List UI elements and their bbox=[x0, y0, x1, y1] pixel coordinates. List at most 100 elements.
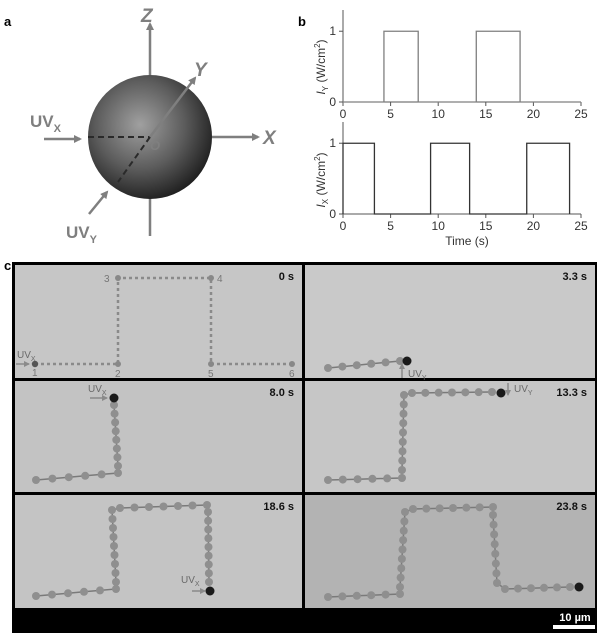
bead bbox=[96, 586, 104, 595]
bead bbox=[204, 525, 213, 534]
x-tick-label: 0 bbox=[340, 219, 347, 233]
bead bbox=[501, 585, 509, 593]
waypoint-label: 2 bbox=[115, 369, 121, 380]
bead-link bbox=[327, 391, 493, 481]
bead bbox=[64, 473, 73, 482]
bead bbox=[553, 583, 561, 592]
bead bbox=[48, 474, 57, 483]
bead bbox=[421, 388, 430, 397]
planned-path: 1 2 3 4 5 6 UVX bbox=[16, 274, 295, 380]
bead bbox=[204, 551, 213, 560]
bead bbox=[489, 503, 497, 511]
bead bbox=[381, 590, 390, 599]
y-tick-label: 1 bbox=[329, 136, 336, 150]
bead bbox=[324, 476, 332, 484]
frame-3-3s bbox=[305, 265, 595, 378]
bead-trail bbox=[324, 388, 506, 484]
frame-time-label: 8.0 s bbox=[270, 387, 294, 399]
bead bbox=[174, 502, 182, 510]
particle bbox=[205, 586, 215, 596]
bead bbox=[159, 502, 168, 511]
bead bbox=[114, 462, 122, 470]
panel-b: b 0 5 10 15 20 25 0 1 IY (W/cm2) 0 5 10 15 20 25 0 1 I… bbox=[298, 10, 588, 248]
bead bbox=[110, 542, 118, 550]
bead bbox=[409, 505, 417, 513]
bead bbox=[205, 578, 213, 586]
bead bbox=[398, 437, 407, 446]
bead bbox=[367, 591, 376, 600]
bead bbox=[109, 524, 117, 532]
bead bbox=[490, 540, 499, 549]
bead bbox=[488, 388, 496, 396]
bead bbox=[338, 475, 347, 484]
bead bbox=[566, 583, 574, 591]
frame-time-label: 23.8 s bbox=[556, 501, 587, 513]
bead bbox=[398, 466, 406, 474]
x-tick-label: 10 bbox=[432, 107, 446, 121]
bead bbox=[338, 592, 347, 601]
panel-label-c: c bbox=[4, 258, 11, 273]
bead bbox=[383, 474, 392, 483]
bead bbox=[381, 358, 390, 367]
panel-c: c 0 s 3.3 s 8.0 s 13.3 s 18.6 s 23.8 s 1… bbox=[4, 258, 597, 633]
bead-trail bbox=[324, 503, 584, 601]
x-axis-label: X bbox=[262, 128, 277, 149]
uv-label: UVX bbox=[17, 350, 36, 363]
uv-label: UVY bbox=[514, 384, 533, 397]
frame-time-label: 13.3 s bbox=[556, 387, 587, 399]
bead bbox=[111, 418, 120, 427]
frame-18-6s bbox=[15, 495, 302, 608]
bead bbox=[435, 504, 444, 513]
uv-label: UVY bbox=[408, 369, 427, 382]
bead bbox=[396, 590, 404, 598]
bead bbox=[396, 573, 405, 582]
x-tick-label: 15 bbox=[479, 107, 493, 121]
waypoint-label: 4 bbox=[217, 274, 223, 285]
bead bbox=[397, 564, 406, 573]
ix-axis-label: IX (W/cm2) bbox=[313, 152, 330, 207]
frame-23-8s bbox=[305, 495, 595, 608]
bead bbox=[399, 400, 408, 409]
frame-8-0s bbox=[15, 381, 302, 492]
bead bbox=[492, 569, 501, 578]
iy-chart: 0 5 10 15 20 25 0 1 bbox=[329, 10, 588, 121]
bead bbox=[489, 511, 497, 519]
frame-13-3s bbox=[305, 381, 595, 492]
bead bbox=[399, 428, 407, 437]
bead bbox=[204, 543, 213, 551]
bead bbox=[188, 501, 197, 510]
bead bbox=[474, 388, 483, 397]
particle bbox=[109, 393, 119, 403]
x-tick-label: 5 bbox=[387, 107, 394, 121]
scale-bar-label: 10 µm bbox=[559, 612, 591, 624]
frame-time-label: 0 s bbox=[279, 271, 294, 283]
bead bbox=[111, 560, 119, 568]
bead bbox=[204, 560, 213, 569]
bead bbox=[112, 444, 121, 453]
bead bbox=[112, 435, 121, 444]
bead-trail bbox=[32, 501, 215, 600]
waypoint-marker bbox=[208, 275, 214, 281]
particle bbox=[496, 388, 506, 398]
bead bbox=[491, 549, 500, 558]
origin-label: O bbox=[150, 138, 160, 153]
ix-chart: 0 5 10 15 20 25 0 1 bbox=[329, 122, 588, 233]
bead bbox=[396, 583, 404, 591]
x-tick-label: 10 bbox=[432, 219, 446, 233]
frame-time-label: 18.6 s bbox=[263, 501, 294, 513]
x-tick-label: 0 bbox=[340, 107, 347, 121]
uv-label: UVX bbox=[181, 575, 200, 588]
z-axis-label: Z bbox=[140, 6, 154, 27]
bead bbox=[399, 536, 408, 545]
frame-0s bbox=[15, 265, 302, 378]
pulse-series-line bbox=[343, 30, 581, 103]
uv-x-label: UVX bbox=[30, 112, 62, 135]
panel-a: a Z X Y O UVX UVY bbox=[4, 6, 277, 246]
bead bbox=[204, 534, 213, 543]
bead-trail bbox=[32, 393, 122, 484]
particle bbox=[402, 356, 412, 366]
bead bbox=[32, 592, 40, 600]
bead bbox=[399, 409, 408, 418]
bead bbox=[109, 533, 118, 541]
